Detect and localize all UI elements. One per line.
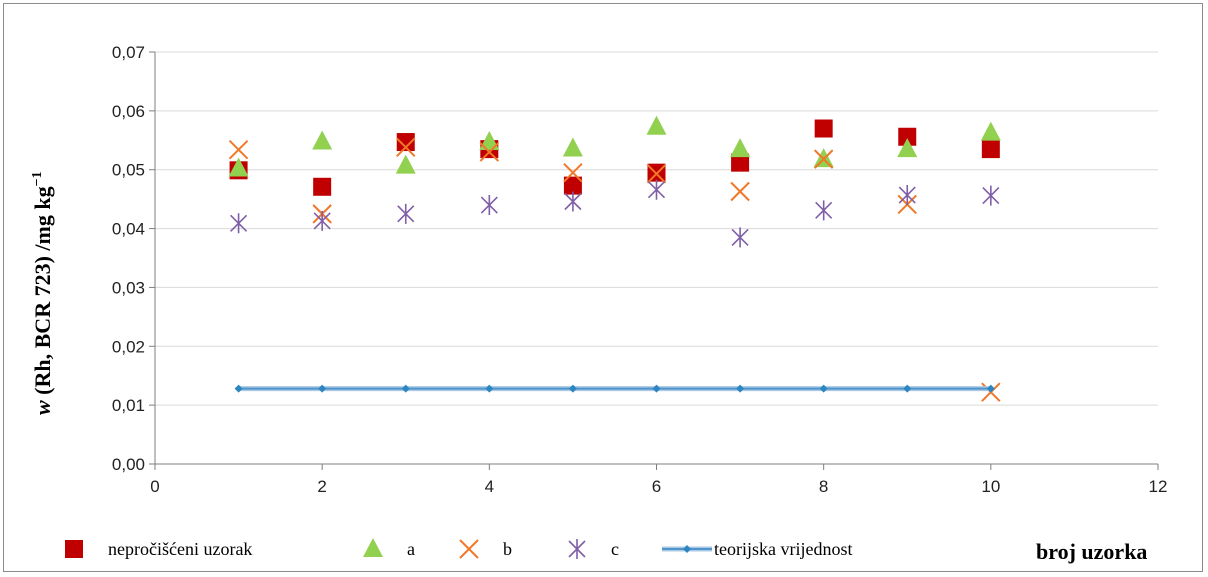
y-axis-label-main: (Rh, BCR 723) /mg kg: [30, 186, 55, 400]
data-point: [563, 176, 582, 195]
data-point: [228, 157, 249, 177]
legend-marker: [568, 539, 586, 559]
data-point: [568, 384, 577, 393]
x-tick-labels: 0 2 4 6 8 10 12: [150, 477, 1167, 496]
data-point: [898, 127, 917, 146]
data-point: [814, 119, 833, 138]
data-point: [731, 227, 749, 248]
data-point: [397, 203, 415, 224]
legend-item: teorijska vrijednost: [662, 539, 852, 559]
data-point: [485, 384, 494, 393]
x-tick-label: 8: [819, 477, 828, 496]
grid-lines: [155, 51, 1158, 406]
legend-marker: [363, 538, 383, 557]
data-point: [982, 185, 1000, 206]
data-point: [318, 384, 327, 393]
legend-label: c: [611, 539, 619, 559]
data-point: [903, 384, 912, 393]
data-point: [980, 121, 1001, 141]
x-tick-label: 6: [652, 477, 661, 496]
series-3: [230, 179, 1000, 248]
data-point: [898, 185, 916, 206]
x-tick-label: 12: [1149, 477, 1168, 496]
y-tick-label: 0,02: [112, 337, 145, 356]
series-1: [228, 115, 1001, 177]
plot-area: [228, 115, 1001, 402]
x-tick-label: 10: [981, 477, 1000, 496]
legend-marker: [65, 540, 83, 558]
series-0: [229, 119, 1000, 196]
y-tick-label: 0,03: [112, 278, 145, 297]
data-point: [396, 133, 415, 152]
data-point: [897, 138, 918, 158]
data-point: [563, 162, 583, 183]
data-point: [230, 213, 248, 234]
data-point: [396, 137, 416, 158]
legend-item: a: [363, 538, 415, 559]
data-point: [480, 195, 498, 216]
legend-item: c: [568, 539, 619, 559]
y-tick-label: 0,06: [112, 102, 145, 121]
y-tick-label: 0,07: [112, 43, 145, 62]
data-point: [981, 140, 1000, 159]
legend-marker: [459, 539, 479, 559]
legend-item: b: [459, 539, 512, 559]
data-point: [646, 164, 667, 184]
series-2: [228, 137, 1001, 402]
legend-label: teorijska vrijednost: [714, 539, 852, 559]
series-4: [234, 384, 995, 393]
data-point: [564, 191, 582, 212]
data-point: [813, 149, 834, 169]
legend-marker: [683, 545, 691, 553]
data-point: [479, 142, 500, 162]
data-point: [395, 154, 416, 174]
data-point: [313, 177, 332, 196]
data-point: [730, 181, 750, 202]
data-point: [730, 138, 751, 158]
y-axis-label: w (Rh, BCR 723) /mg kg−1: [30, 171, 55, 415]
legend-label: a: [407, 539, 415, 559]
axes: [149, 51, 1159, 470]
data-point: [234, 384, 243, 393]
data-point: [813, 148, 834, 168]
y-tick-label: 0,01: [112, 396, 145, 415]
x-axis-label: broj uzorka: [1036, 539, 1147, 564]
data-point: [647, 179, 666, 200]
y-axis-label-italic: w: [30, 400, 55, 415]
data-point: [646, 115, 667, 135]
y-tick-label: 0,05: [112, 161, 145, 180]
data-point: [986, 384, 995, 393]
data-point: [815, 200, 833, 221]
data-point: [479, 131, 500, 151]
x-tick-label: 2: [317, 477, 326, 496]
data-point: [312, 130, 333, 150]
chart-frame: [3, 3, 1203, 572]
data-point: [819, 384, 828, 393]
legend-label: b: [503, 539, 512, 559]
data-point: [562, 137, 583, 157]
legend-label: nepročišćeni uzorak: [108, 539, 252, 559]
legend-item: nepročišćeni uzorak: [65, 539, 252, 559]
x-tick-label: 0: [150, 477, 159, 496]
data-point: [731, 153, 750, 172]
data-point: [401, 384, 410, 393]
y-tick-labels: 0,00 0,01 0,02 0,03 0,04 0,05 0,06 0,07: [112, 43, 145, 474]
legend: nepročišćeni uzorak a b c teorijska vrijedno…: [65, 538, 852, 559]
data-point: [652, 384, 661, 393]
data-point: [313, 210, 331, 231]
y-tick-label: 0,00: [112, 455, 145, 474]
y-tick-label: 0,04: [112, 220, 145, 239]
y-axis-label-sup: −1: [30, 171, 45, 186]
x-tick-label: 4: [485, 477, 494, 496]
data-point: [228, 139, 249, 160]
data-point: [736, 384, 745, 393]
